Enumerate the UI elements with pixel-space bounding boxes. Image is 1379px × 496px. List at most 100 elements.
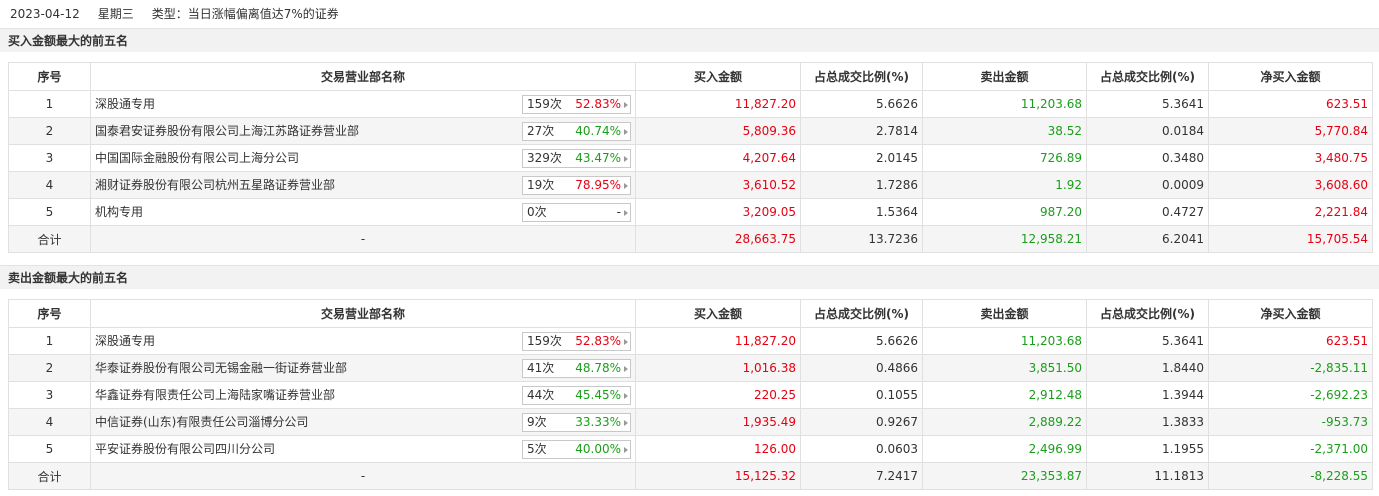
cell-buy: 220.25 <box>635 381 801 409</box>
cell-buy-pct: 0.4866 <box>800 354 923 382</box>
top-bar: 2023-04-12 星期三 类型：当日涨幅偏离值达7%的证券 <box>0 0 1379 28</box>
rate-badge[interactable]: 159次 52.83% <box>522 331 631 351</box>
cell-sell: 11,203.68 <box>922 327 1087 355</box>
cell-total-name: - <box>90 462 636 490</box>
rate-badge[interactable]: 329次 43.47% <box>522 148 631 168</box>
table-row: 3 329次 43.47% 中国国际金融股份有限公司上海分公司 4,207.64 2.01… <box>8 144 1373 172</box>
cell-sell-pct: 5.3641 <box>1086 327 1209 355</box>
table-row: 4 19次 78.95% 湘财证券股份有限公司杭州五星路证券营业部 3,610.52 1.… <box>8 171 1373 199</box>
badge-arrow <box>624 392 628 399</box>
cell-buy: 15,125.32 <box>635 462 801 490</box>
cell-net: 15,705.54 <box>1208 225 1373 253</box>
badge-count: 44次 <box>527 387 555 402</box>
badge-arrow <box>624 101 628 108</box>
cell-sell: 12,958.21 <box>922 225 1087 253</box>
cell-no: 3 <box>8 144 91 172</box>
cell-buy: 3,209.05 <box>635 198 801 226</box>
badge-count: 159次 <box>527 333 562 348</box>
badge-count: 0次 <box>527 204 547 219</box>
cell-name: 5次 40.00% 平安证券股份有限公司四川分公司 <box>90 435 636 463</box>
cell-name: 41次 48.78% 华泰证券股份有限公司无锡金融一街证券营业部 <box>90 354 636 382</box>
table-row: 1 159次 52.83% 深股通专用 11,827.20 5.6626 11,203.68… <box>8 327 1373 355</box>
table-row: 2 27次 40.74% 国泰君安证券股份有限公司上海江苏路证券营业部 5,809.36… <box>8 117 1373 145</box>
column-header: 买入金额 <box>635 62 801 91</box>
cell-sell-pct: 11.1813 <box>1086 462 1209 490</box>
cell-sell: 11,203.68 <box>922 90 1087 118</box>
cell-net: 3,608.60 <box>1208 171 1373 199</box>
badge-count: 19次 <box>527 177 555 192</box>
cell-no: 5 <box>8 198 91 226</box>
rate-badge[interactable]: 9次 33.33% <box>522 412 631 432</box>
header-row: 序号 交易营业部名称 买入金额 占总成交比例(%) 卖出金额 占总成交比例(%) 净买入金额 <box>8 62 1373 91</box>
cell-buy-pct: 1.5364 <box>800 198 923 226</box>
cell-no: 2 <box>8 354 91 382</box>
total-row: 合计 -15,125.32 7.2417 23,353.87 11.1813 -8,228… <box>8 462 1373 490</box>
badge-arrow <box>624 128 628 135</box>
badge-arrow <box>624 365 628 372</box>
broker-name: 国泰君安证券股份有限公司上海江苏路证券营业部 <box>95 123 360 138</box>
cell-buy-pct: 2.7814 <box>800 117 923 145</box>
cell-net: -2,692.23 <box>1208 381 1373 409</box>
header-type: 类型：当日涨幅偏离值达7%的证券 <box>151 7 339 21</box>
cell-sell: 2,496.99 <box>922 435 1087 463</box>
cell-buy: 1,935.49 <box>635 408 801 436</box>
cell-buy-pct: 7.2417 <box>800 462 923 490</box>
column-header: 占总成交比例(%) <box>1086 299 1209 328</box>
table-row: 1 159次 52.83% 深股通专用 11,827.20 5.6626 11,203.68… <box>8 90 1373 118</box>
column-header: 净买入金额 <box>1208 299 1373 328</box>
cell-sell-pct: 0.0184 <box>1086 117 1209 145</box>
cell-net: -8,228.55 <box>1208 462 1373 490</box>
broker-name: 华鑫证券有限责任公司上海陆家嘴证券营业部 <box>95 387 336 402</box>
rate-badge[interactable]: 27次 40.74% <box>522 121 631 141</box>
rate-badge[interactable]: 159次 52.83% <box>522 94 631 114</box>
table-row: 5 5次 40.00% 平安证券股份有限公司四川分公司 126.00 0.0603 2,49… <box>8 435 1373 463</box>
cell-sell: 2,912.48 <box>922 381 1087 409</box>
cell-name: 27次 40.74% 国泰君安证券股份有限公司上海江苏路证券营业部 <box>90 117 636 145</box>
section-title: 卖出金额最大的前五名 <box>0 265 1379 289</box>
cell-total-name: - <box>90 225 636 253</box>
table-row: 5 0次 - 机构专用 3,209.05 1.5364 987.20 0.4727 2,221.… <box>8 198 1373 226</box>
cell-net: 2,221.84 <box>1208 198 1373 226</box>
rate-badge[interactable]: 0次 - <box>522 202 631 222</box>
total-row: 合计 -28,663.75 13.7236 12,958.21 6.2041 15,705… <box>8 225 1373 253</box>
badge-count: 159次 <box>527 96 562 111</box>
broker-name: 湘财证券股份有限公司杭州五星路证券营业部 <box>95 177 336 192</box>
cell-no: 4 <box>8 171 91 199</box>
broker-name: 深股通专用 <box>95 333 156 348</box>
cell-net: 5,770.84 <box>1208 117 1373 145</box>
cell-no: 1 <box>8 90 91 118</box>
column-header: 交易营业部名称 <box>90 62 636 91</box>
cell-sell: 726.89 <box>922 144 1087 172</box>
cell-buy-pct: 0.1055 <box>800 381 923 409</box>
cell-buy: 1,016.38 <box>635 354 801 382</box>
cell-buy: 4,207.64 <box>635 144 801 172</box>
cell-sell: 3,851.50 <box>922 354 1087 382</box>
data-table: 序号 交易营业部名称 买入金额 占总成交比例(%) 卖出金额 占总成交比例(%) 净买入金额… <box>8 62 1373 253</box>
cell-buy-pct: 5.6626 <box>800 327 923 355</box>
cell-name: 44次 45.45% 华鑫证券有限责任公司上海陆家嘴证券营业部 <box>90 381 636 409</box>
header-row: 序号 交易营业部名称 买入金额 占总成交比例(%) 卖出金额 占总成交比例(%) 净买入金额 <box>8 299 1373 328</box>
cell-sell-pct: 0.3480 <box>1086 144 1209 172</box>
column-header: 序号 <box>8 62 91 91</box>
rate-badge[interactable]: 41次 48.78% <box>522 358 631 378</box>
badge-arrow <box>624 182 628 189</box>
cell-name: 329次 43.47% 中国国际金融股份有限公司上海分公司 <box>90 144 636 172</box>
cell-buy: 11,827.20 <box>635 327 801 355</box>
rate-badge[interactable]: 19次 78.95% <box>522 175 631 195</box>
rate-badge[interactable]: 44次 45.45% <box>522 385 631 405</box>
broker-name: 平安证券股份有限公司四川分公司 <box>95 441 276 456</box>
badge-arrow <box>624 209 628 216</box>
cell-buy-pct: 2.0145 <box>800 144 923 172</box>
rate-badge[interactable]: 5次 40.00% <box>522 439 631 459</box>
broker-name: 机构专用 <box>95 204 144 219</box>
cell-buy: 126.00 <box>635 435 801 463</box>
cell-buy: 5,809.36 <box>635 117 801 145</box>
header-weekday: 星期三 <box>97 7 134 21</box>
broker-name: 深股通专用 <box>95 96 156 111</box>
cell-name: 0次 - 机构专用 <box>90 198 636 226</box>
badge-rate: 40.74% <box>575 123 621 138</box>
cell-sell: 38.52 <box>922 117 1087 145</box>
cell-buy-pct: 1.7286 <box>800 171 923 199</box>
badge-count: 5次 <box>527 441 547 456</box>
column-header: 序号 <box>8 299 91 328</box>
